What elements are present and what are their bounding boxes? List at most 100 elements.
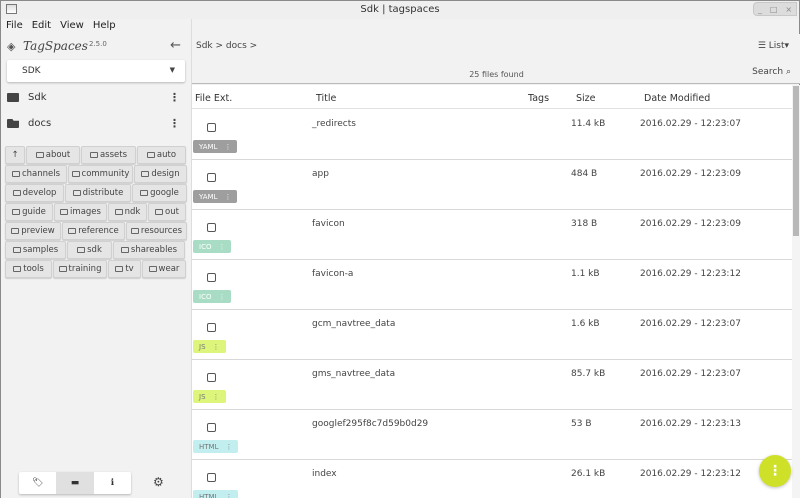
ext-tag[interactable]: YAML ⋮ bbox=[193, 190, 238, 203]
ext-tag[interactable]: ICO ⋮ bbox=[193, 290, 232, 303]
subfolder-tv[interactable]: tv bbox=[108, 260, 141, 278]
file-title: index bbox=[312, 469, 337, 479]
app-logo: TagSpaces bbox=[23, 39, 88, 53]
file-title: googlef295f8c7d59b0d29 bbox=[312, 419, 429, 429]
col-date-modified[interactable]: Date Modified bbox=[644, 93, 711, 104]
subfolder-guide[interactable]: guide bbox=[5, 203, 53, 221]
folder-icon bbox=[11, 228, 20, 234]
minimize-button[interactable]: _ bbox=[757, 4, 762, 14]
ext-tag[interactable]: ICO ⋮ bbox=[193, 240, 232, 253]
file-size: 26.1 kB bbox=[571, 469, 606, 479]
subfolder-reference[interactable]: reference bbox=[62, 222, 125, 240]
folders-tab[interactable]: ▬ bbox=[56, 472, 94, 494]
subfolder-training[interactable]: training bbox=[53, 260, 107, 278]
subfolder-sdk[interactable]: sdk bbox=[67, 241, 112, 259]
tree-item-label: Sdk bbox=[28, 92, 47, 103]
table-header: File Ext. Title Tags Size Date Modified bbox=[192, 85, 793, 109]
tree-item-sdk[interactable]: Sdk ⋮ bbox=[1, 86, 191, 112]
tree-item-docs[interactable]: docs ⋮ bbox=[1, 112, 191, 138]
more-options-icon[interactable]: ⋮ bbox=[169, 91, 180, 104]
more-icon: ⋮ bbox=[218, 242, 226, 251]
col-tags[interactable]: Tags bbox=[528, 93, 550, 104]
subfolder-channels[interactable]: channels bbox=[5, 165, 67, 183]
file-title: favicon-a bbox=[312, 269, 354, 279]
ext-tag[interactable]: JS ⋮ bbox=[193, 340, 226, 353]
col-file-ext[interactable]: File Ext. bbox=[195, 93, 233, 104]
subfolder-samples[interactable]: samples bbox=[5, 241, 66, 259]
maximize-button[interactable]: □ bbox=[769, 4, 778, 14]
menu-bar: File Edit View Help bbox=[1, 19, 191, 35]
row-checkbox[interactable] bbox=[207, 173, 216, 182]
table-row[interactable]: JS ⋮ gms_navtree_data 85.7 kB 2016.02.29 … bbox=[192, 360, 793, 410]
file-date: 2016.02.29 - 12:23:07 bbox=[640, 119, 741, 129]
row-checkbox[interactable] bbox=[207, 323, 216, 332]
row-checkbox[interactable] bbox=[207, 423, 216, 432]
subfolder-about[interactable]: about bbox=[26, 146, 80, 164]
info-tab[interactable]: ℹ bbox=[94, 472, 131, 494]
collapse-sidebar-icon[interactable]: ← bbox=[170, 38, 181, 53]
row-checkbox[interactable] bbox=[207, 473, 216, 482]
close-button[interactable]: × bbox=[785, 4, 793, 14]
table-row[interactable]: ICO ⋮ favicon-a 1.1 kB 2016.02.29 - 12:23… bbox=[192, 260, 793, 310]
folder-icon bbox=[12, 190, 21, 196]
ext-tag[interactable]: YAML ⋮ bbox=[193, 140, 238, 153]
menu-view[interactable]: View bbox=[60, 20, 84, 31]
more-options-icon[interactable]: ⋮ bbox=[169, 117, 180, 130]
ext-tag[interactable]: HTML ⋮ bbox=[193, 490, 239, 498]
subfolder-preview[interactable]: preview bbox=[5, 222, 61, 240]
location-value: SDK bbox=[22, 66, 41, 76]
subfolder-ndk[interactable]: ndk bbox=[108, 203, 147, 221]
fab-more-button[interactable]: ⋮ bbox=[759, 455, 791, 487]
menu-edit[interactable]: Edit bbox=[31, 20, 52, 31]
table-row[interactable]: HTML ⋮ index 26.1 kB 2016.02.29 - 12:23:1… bbox=[192, 460, 793, 498]
menu-help[interactable]: Help bbox=[92, 20, 116, 31]
menu-file[interactable]: File bbox=[6, 20, 23, 31]
subfolder-out[interactable]: out bbox=[148, 203, 186, 221]
file-date: 2016.02.29 - 12:23:12 bbox=[640, 269, 741, 279]
table-row[interactable]: JS ⋮ gcm_navtree_data 1.6 kB 2016.02.29 -… bbox=[192, 310, 793, 360]
subfolder-wear[interactable]: wear bbox=[142, 260, 186, 278]
tags-tab[interactable]: 🏷 bbox=[19, 472, 56, 494]
table-row[interactable]: HTML ⋮ googlef295f8c7d59b0d29 53 B 2016.0… bbox=[192, 410, 793, 460]
view-switch[interactable]: ☰ List▾ bbox=[757, 41, 789, 51]
info-icon: ℹ bbox=[110, 478, 115, 488]
subfolder-images[interactable]: images bbox=[54, 203, 107, 221]
table-row[interactable]: YAML ⋮ _redirects 11.4 kB 2016.02.29 - 12… bbox=[192, 110, 793, 160]
col-size[interactable]: Size bbox=[576, 93, 596, 104]
subfolder-community[interactable]: community bbox=[68, 165, 133, 183]
file-date: 2016.02.29 - 12:23:13 bbox=[640, 419, 741, 429]
sidebar: ◈ TagSpaces 2.5.0 ← SDK ▼ Sdk ⋮ docs ⋮ ↑… bbox=[1, 34, 191, 498]
scrollbar-track[interactable] bbox=[792, 85, 800, 498]
row-checkbox[interactable] bbox=[207, 123, 216, 132]
table-row[interactable]: ICO ⋮ favicon 318 B 2016.02.29 - 12:23:09 bbox=[192, 210, 793, 260]
toolbar: Sdk > docs > ☰ List▾ 25 files found Sear… bbox=[192, 34, 800, 84]
more-vertical-icon: ⋮ bbox=[768, 463, 782, 479]
subfolder-design[interactable]: design bbox=[134, 165, 187, 183]
subfolder-distribute[interactable]: distribute bbox=[65, 184, 131, 202]
subfolder-assets[interactable]: assets bbox=[81, 146, 136, 164]
breadcrumb[interactable]: Sdk > docs > bbox=[196, 41, 258, 51]
table-row[interactable]: YAML ⋮ app 484 B 2016.02.29 - 12:23:09 bbox=[192, 160, 793, 210]
subfolder-shareables[interactable]: shareables bbox=[113, 241, 185, 259]
ext-tag[interactable]: HTML ⋮ bbox=[193, 440, 239, 453]
file-size: 484 B bbox=[571, 169, 598, 179]
scrollbar-thumb[interactable] bbox=[793, 86, 799, 236]
file-size: 11.4 kB bbox=[571, 119, 606, 129]
row-checkbox[interactable] bbox=[207, 223, 216, 232]
file-size: 53 B bbox=[571, 419, 592, 429]
subfolder-develop[interactable]: develop bbox=[5, 184, 64, 202]
subfolder-auto[interactable]: auto bbox=[137, 146, 186, 164]
settings-icon[interactable]: ⚙ bbox=[153, 475, 164, 489]
col-title[interactable]: Title bbox=[316, 93, 337, 104]
folder-icon bbox=[140, 190, 149, 196]
row-checkbox[interactable] bbox=[207, 373, 216, 382]
subfolder-resources[interactable]: resources bbox=[126, 222, 187, 240]
search-button[interactable]: Search ⌕ bbox=[752, 67, 791, 77]
subfolder-tools[interactable]: tools bbox=[5, 260, 52, 278]
row-checkbox[interactable] bbox=[207, 273, 216, 282]
folder-up-button[interactable]: ↑ bbox=[5, 146, 25, 164]
tag-icon: 🏷 bbox=[31, 478, 44, 488]
location-select[interactable]: SDK ▼ bbox=[7, 60, 185, 82]
subfolder-google[interactable]: google bbox=[132, 184, 187, 202]
ext-tag[interactable]: JS ⋮ bbox=[193, 390, 226, 403]
